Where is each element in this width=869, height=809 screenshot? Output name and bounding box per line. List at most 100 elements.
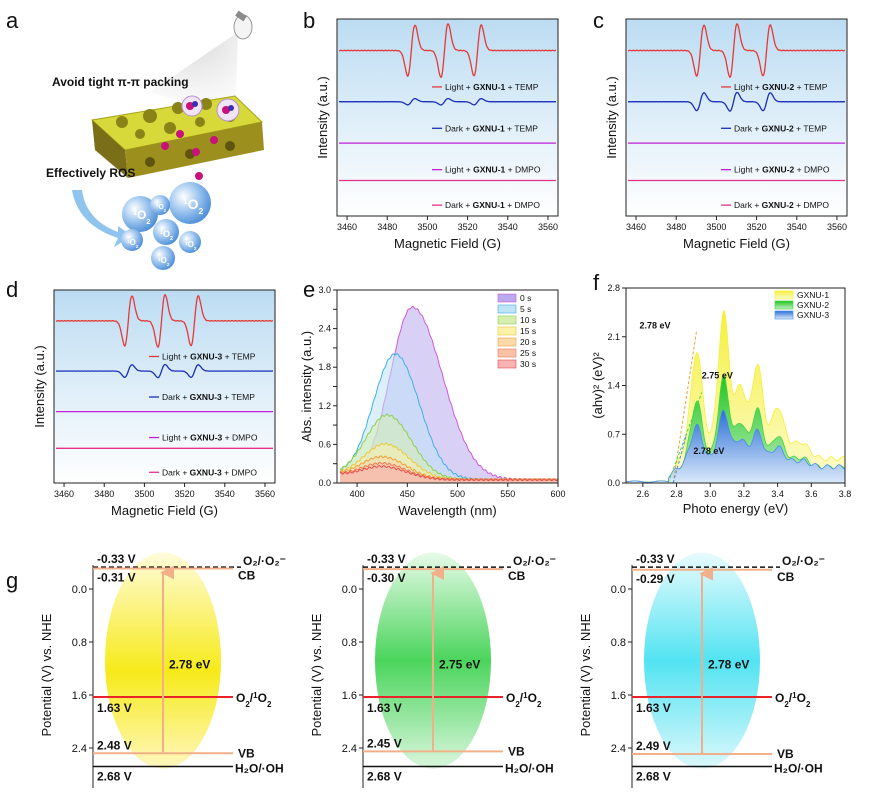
vb-label: VB (238, 746, 255, 760)
singlet-potential: 1.63 V (636, 701, 671, 715)
x-tick-label: 3460 (337, 222, 357, 232)
x-tick-label: 3540 (498, 222, 518, 232)
legend-label: Dark + GXNU-1 + TEMP (445, 123, 538, 133)
plot-area (336, 18, 559, 217)
x-tick-label: 3480 (666, 222, 686, 232)
water-label: H₂O/·OH (774, 762, 823, 776)
legend-swatch (497, 304, 517, 314)
legend-swatch (497, 315, 517, 325)
legend-swatch (497, 337, 517, 347)
y-axis-title: Intensity (a.u.) (315, 76, 330, 158)
legend-label: Light + GXNU-2 + DMPO (734, 165, 830, 175)
singlet-oxygen-label: 1O2 (183, 196, 204, 216)
x-axis-title: Magnetic Field (G) (683, 236, 790, 251)
superoxide-label: O₂/·O₂⁻ (243, 554, 286, 568)
legend-swatch (774, 310, 794, 320)
legend-label: GXNU-2 (797, 300, 829, 310)
bandgap-value: 2.75 eV (439, 658, 480, 672)
x-tick-label: 3480 (377, 222, 397, 232)
epr-trace (338, 97, 556, 106)
y-axis-title: (ahv)² (eV)² (590, 352, 605, 419)
y-axis-title: Potential (V) vs. NHE (578, 613, 593, 736)
y-tick-label: 0.8 (72, 637, 87, 649)
y-tick-label: 1.6 (342, 690, 357, 702)
x-axis-title: Photo energy (eV) (683, 501, 789, 516)
legend-label: Light + GXNU-1 + TEMP (445, 82, 539, 92)
singlet-oxygen-bubbles: 1O2 1O2 1O2 1O2 1O2 1O2 1O2 (121, 182, 211, 270)
y-tick-label: 1.4 (607, 381, 620, 391)
x-tick-label: 450 (400, 489, 415, 499)
y-tick-label: 2.4 (611, 743, 626, 755)
x-tick-label: 3500 (417, 222, 437, 232)
bandgap-tangent (667, 392, 703, 484)
y-tick-label: 0.0 (318, 478, 331, 488)
x-tick-label: 3.2 (738, 489, 751, 499)
y-tick-label: 2.4 (318, 324, 331, 334)
y-tick-label: 0.7 (607, 429, 620, 439)
y-tick-label: 1.2 (318, 401, 331, 411)
x-tick-label: 3520 (747, 222, 767, 232)
x-tick-label: 3500 (706, 222, 726, 232)
legend-label: 10 s (520, 315, 536, 325)
band-diagram: 0.0 0.8 1.6 2.4 Potential (V) vs. NHE -0.33 V… (578, 552, 825, 788)
legend-swatch (497, 326, 517, 336)
singlet-label: O2/1O2 (236, 690, 272, 708)
x-tick-label: 3460 (54, 489, 74, 499)
x-tick-label: 550 (500, 489, 515, 499)
x-tick-label: 600 (550, 489, 565, 499)
y-tick-label: 0.0 (342, 584, 357, 596)
bandgap-label: 2.75 eV (702, 371, 733, 381)
x-tick-label: 3.0 (704, 489, 717, 499)
panel-f: f 2.78 eV 2.75 eV 2.78 eV 2.6 2.8 3.0 3.2 3.4 3.6… (590, 270, 851, 516)
x-axis-title: Magnetic Field (G) (111, 503, 218, 518)
panel-letter-a: a (6, 8, 19, 33)
cb-label: CB (508, 569, 526, 583)
superoxide-potential: -0.33 V (636, 552, 675, 566)
singlet-potential: 1.63 V (367, 701, 402, 715)
legend-label: Light + GXNU-3 + DMPO (162, 433, 258, 443)
panel-letter-d: d (6, 277, 18, 302)
legend-label: Light + GXNU-1 + DMPO (445, 165, 541, 175)
water-potential: 2.68 V (97, 770, 132, 784)
water-potential: 2.68 V (636, 770, 671, 784)
legend-label: Light + GXNU-2 + TEMP (734, 82, 828, 92)
legend-label: 15 s (520, 326, 536, 336)
singlet-oxygen-label: 1O2 (127, 238, 139, 250)
singlet-potential: 1.63 V (97, 701, 132, 715)
bandgap-tangent (672, 434, 688, 484)
avoid-packing-text: Avoid tight π-π packing (52, 75, 189, 89)
panel-e: e 400 450 500 550 600 0.0 0.6 1.2 1.8 2.4 3.0 Wavele… (299, 277, 566, 518)
x-tick-label: 3560 (827, 222, 847, 232)
y-tick-label: 0.0 (72, 584, 87, 596)
tauc-area (625, 409, 846, 484)
legend-label: 0 s (520, 293, 531, 303)
band-diagram: 0.0 0.8 1.6 2.4 Potential (V) vs. NHE -0.33 V… (309, 552, 556, 788)
y-tick-label: 2.8 (607, 283, 620, 293)
y-axis-title: Intensity (a.u.) (604, 76, 619, 158)
x-tick-label: 3.4 (771, 489, 784, 499)
x-tick-label: 3540 (787, 222, 807, 232)
singlet-label: O2/1O2 (506, 690, 542, 708)
epr-trace (56, 363, 273, 379)
x-tick-label: 3560 (255, 489, 275, 499)
x-tick-label: 3500 (134, 489, 154, 499)
y-tick-label: 1.6 (611, 690, 626, 702)
band-diagram: 0.0 0.8 1.6 2.4 Potential (V) vs. NHE -0.33 V… (39, 552, 286, 788)
panel-b: b 3460 3480 3500 3520 3540 3560 Magnetic Field … (303, 8, 559, 251)
y-axis-title: Abs. intensity (a.u.) (299, 331, 314, 442)
water-label: H₂O/·OH (505, 762, 554, 776)
legend-label: 25 s (520, 348, 536, 358)
x-tick-label: 3520 (458, 222, 478, 232)
legend-label: GXNU-3 (797, 310, 829, 320)
bandgap-value: 2.78 eV (169, 658, 210, 672)
cb-potential: -0.30 V (367, 571, 406, 585)
light-beam (150, 32, 238, 118)
legend-label: 5 s (520, 304, 531, 314)
y-axis-title: Potential (V) vs. NHE (39, 613, 54, 736)
legend-label: GXNU-1 (797, 290, 829, 300)
x-tick-label: 3520 (175, 489, 195, 499)
legend-swatch (497, 348, 517, 358)
legend-label: 30 s (520, 359, 536, 369)
absorbance-line (339, 464, 559, 482)
